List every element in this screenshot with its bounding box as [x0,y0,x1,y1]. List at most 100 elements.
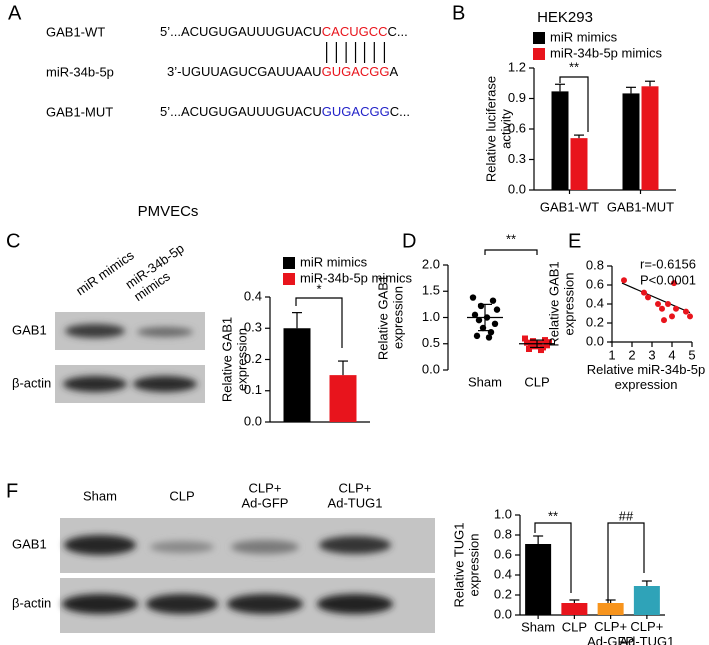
row-label: GAB1 [12,322,47,337]
lane-label: miR mimics [73,247,137,298]
data-point [621,277,627,284]
x-tick-label: 5 [688,347,695,362]
data-point [669,313,675,320]
error-bar [292,312,302,329]
error-bar [338,360,348,376]
panel-label: F [6,480,18,502]
data-point [477,302,485,310]
y-tick-label: 0.2 [244,351,262,366]
legend-swatch [283,273,295,285]
sequence-label: GAB1-WT [46,24,105,39]
y-tick-label: 0.5 [422,335,440,350]
blot-title: PMVECs [138,203,199,220]
y-tick-label: 0.8 [586,257,604,272]
annotation: ## [619,508,634,523]
y-tick-label: 0.4 [244,288,262,303]
x-tick-label: Sham [468,374,502,389]
annotation: P<0.0001 [640,272,696,287]
significance-bracket [534,522,572,593]
bar [551,91,569,190]
bar [597,603,624,615]
error-bar [574,134,584,139]
sequence-part: 5’...ACUGUGAUUUGUACU [160,104,322,119]
data-point [489,297,497,304]
annotation: ** [548,508,558,523]
data-point [665,301,671,307]
y-tick-label: 0.0 [422,361,440,376]
annotation: * [316,281,321,296]
blot-band [64,535,136,555]
blot-band [137,327,193,337]
sequence-part: C... [388,24,408,39]
y-tick-label: 0.1 [244,382,262,397]
legend-label: miR mimics [300,254,368,269]
data-point [532,343,538,350]
y-tick-label: 0.8 [494,526,512,541]
data-point [522,335,528,342]
sequence: 5’...ACUGUGAUUUGUACUGUGACGGC... [160,104,410,119]
bar [641,86,659,190]
data-point [659,305,665,312]
error-bar [626,86,636,94]
y-axis-label: Relative GAB1expression [376,275,406,360]
annotation: ** [569,59,579,74]
panel-label: B [452,2,465,24]
y-axis-label: Relative GAB1expression [547,261,577,346]
sequence-part: GUGACGG [322,104,390,119]
row-label: GAB1 [12,536,47,551]
blot-band [317,594,393,614]
data-point [683,308,689,315]
y-tick-label: 0.6 [586,276,604,291]
y-axis-label: Relative TUG1expression [452,522,482,607]
sequence-label: GAB1-MUT [46,104,113,119]
data-point [530,338,536,345]
legend-swatch [283,257,295,269]
sd-bar [530,339,544,349]
row-label: β-actin [12,375,51,390]
y-tick-label: 0.4 [494,566,512,581]
x-tick-label: GAB1-WT [540,199,599,214]
data-point [491,320,499,327]
data-point [493,306,501,313]
legend-label: miR mimics [550,29,618,44]
blot-band [133,376,197,392]
bar [633,586,660,615]
x-tick-label: CLP+ Ad-GFP [587,619,634,645]
data-point [469,294,477,301]
data-point [673,305,679,312]
panel-label: A [8,2,22,24]
trendline [621,282,691,314]
sequence-part: CACUGCC [322,24,388,39]
y-tick-label: 0.0 [494,606,512,621]
data-point [645,294,651,301]
error-bar [533,535,544,544]
data-point [687,313,693,320]
row-label: β-actin [12,595,51,610]
x-tick-label: 2 [628,347,635,362]
y-tick-label: 0.3 [244,320,262,335]
sequence-part: C... [390,104,410,119]
y-tick-label: 0.0 [508,181,526,196]
error-bar [555,83,565,92]
bar [622,93,640,190]
sequence: 3’-UGUUAGUCGAUUAAUGUGACGGA [167,64,398,79]
x-tick-label: CLP+ Ad-TUG1 [619,619,674,645]
legend-swatch [533,48,545,60]
bar [561,603,588,615]
x-tick-label: 4 [668,347,675,362]
data-point [526,346,532,352]
x-tick-label: GAB1-MUT [607,199,674,214]
bar [329,375,357,422]
sequence-part: 3’-UGUUAGUCGAUUAAU [167,64,322,79]
legend-label: miR-34b-5p mimics [550,45,662,60]
data-point [473,332,481,340]
data-point [524,339,530,346]
data-point [528,341,534,348]
panel-label: E [568,230,581,252]
x-tick-label: CLP [562,619,587,634]
blot-band [146,594,218,614]
y-tick-label: 1.2 [508,59,526,74]
data-point [655,301,661,307]
y-tick-label: 0.2 [494,586,512,601]
